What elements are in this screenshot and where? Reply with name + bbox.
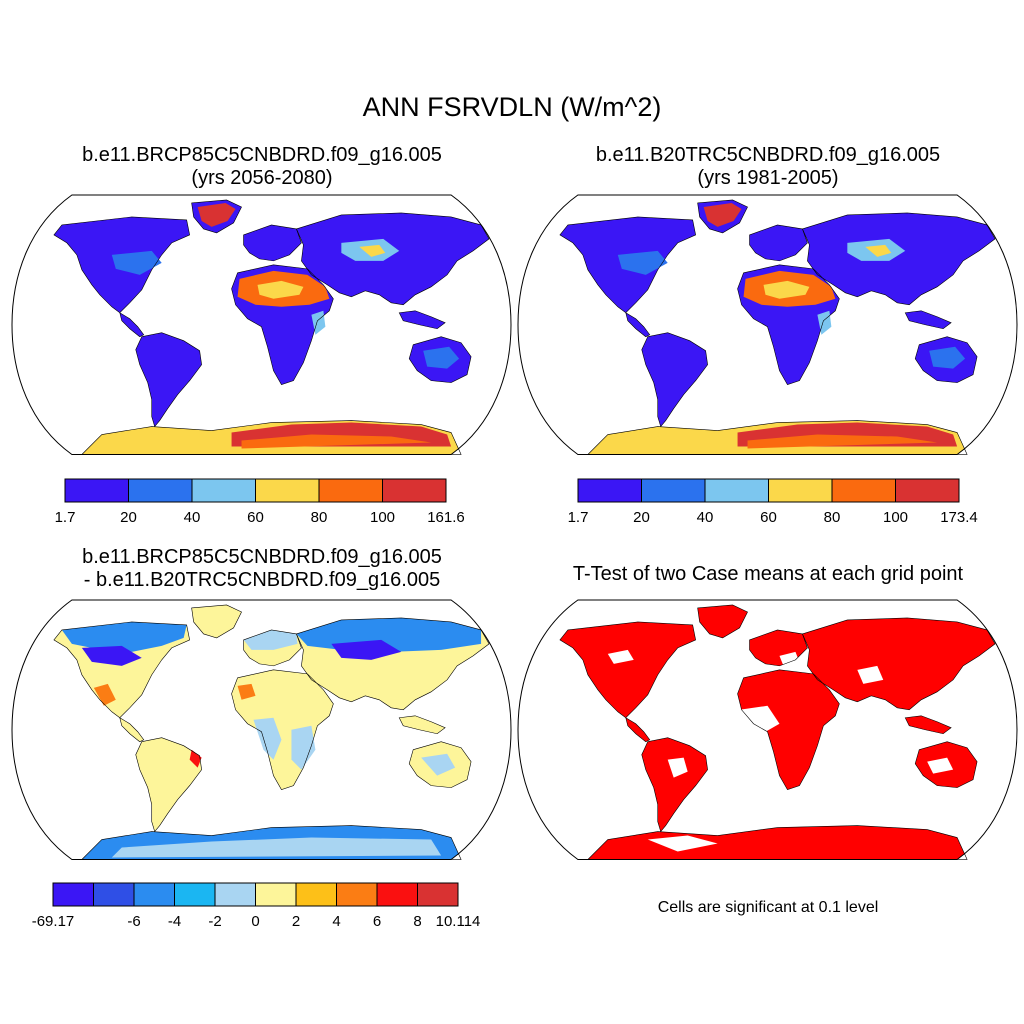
case2-title-line2: (yrs 1981-2005) (697, 167, 839, 189)
case2-colorbar-box (577, 478, 642, 503)
figure-title: ANN FSRVDLN (W/m^2) (362, 92, 662, 122)
case2-colorbar-tick-label: 173.4 (940, 509, 978, 526)
case1-colorbar-box (128, 478, 193, 503)
case1-colorbar-tick-label: 80 (311, 509, 328, 526)
case2-colorbar-tick-label: 80 (824, 509, 841, 526)
difference-colorbar-box (255, 882, 297, 907)
case1-colorbar-tick-label: 60 (247, 509, 264, 526)
difference-colorbar-tick-label: 10.114 (436, 913, 481, 930)
difference-colorbar-box (174, 882, 216, 907)
case2-colorbar-tick-label: 40 (697, 509, 714, 526)
case1-panel-title: b.e11.BRCP85C5CNBDRD.f09_g16.005 (yrs 20… (12, 144, 512, 190)
case2-colorbar-tick-label: 60 (760, 509, 777, 526)
case2-colorbar: 1.7 20 40 60 80 100 173.4 (568, 478, 978, 526)
difference-colorbar-tick-label: -69.17 (32, 913, 75, 930)
difference-colorbar-tick-label: 0 (251, 913, 259, 930)
difference-colorbar-box (214, 882, 256, 907)
case2-colorbar-box (895, 478, 960, 503)
case1-title-line1: b.e11.BRCP85C5CNBDRD.f09_g16.005 (82, 144, 442, 166)
difference-colorbar-tick-label: 4 (332, 913, 340, 930)
case2-map (517, 194, 1018, 455)
case2-colorbar-tick-label: 20 (633, 509, 650, 526)
difference-colorbar: -69.17 -6 -4 -2 0 2 4 6 8 10.114 (32, 882, 481, 930)
case1-map (11, 194, 512, 455)
difference-colorbar-tick-label: 8 (413, 913, 421, 930)
case1-colorbar-box (318, 478, 383, 503)
difference-title-line1: b.e11.BRCP85C5CNBDRD.f09_g16.005 (82, 546, 442, 568)
difference-colorbar-box (52, 882, 94, 907)
difference-colorbar-tick-label: 2 (292, 913, 300, 930)
significance-footnote: Cells are significant at 0.1 level (657, 899, 879, 916)
difference-colorbar-tick-label: -2 (208, 913, 221, 930)
case1-colorbar-tick-label: 161.6 (427, 509, 465, 526)
ttest-significance-map (517, 599, 1018, 860)
ttest-title-line1: T-Test of two Case means at each grid po… (572, 563, 964, 585)
case1-colorbar-box (191, 478, 256, 503)
case1-colorbar-box (64, 478, 129, 503)
case1-colorbar-tick-label: 100 (370, 509, 395, 526)
difference-colorbar-box (133, 882, 175, 907)
case2-title-line1: b.e11.B20TRC5CNBDRD.f09_g16.005 (595, 144, 941, 166)
case2-colorbar-tick-label: 100 (883, 509, 908, 526)
difference-colorbar-box (417, 882, 459, 907)
difference-colorbar-tick-label: -4 (168, 913, 181, 930)
difference-colorbar-box (336, 882, 378, 907)
case2-colorbar-box (704, 478, 769, 503)
case2-colorbar-box (641, 478, 706, 503)
case1-colorbar-tick-label: 40 (184, 509, 201, 526)
case1-colorbar-box (255, 478, 320, 503)
case2-colorbar-box (768, 478, 833, 503)
case1-colorbar-box (382, 478, 447, 503)
difference-map (11, 599, 512, 860)
case1-colorbar: 1.7 20 40 60 80 100 161.6 (55, 478, 465, 526)
difference-colorbar-box (93, 882, 135, 907)
case1-title-line2: (yrs 2056-2080) (191, 167, 333, 189)
case2-colorbar-tick-label: 1.7 (568, 509, 589, 526)
case2-colorbar-box (831, 478, 896, 503)
case1-colorbar-tick-label: 20 (120, 509, 137, 526)
ttest-panel-title: T-Test of two Case means at each grid po… (518, 563, 1018, 586)
difference-colorbar-box (295, 882, 337, 907)
difference-colorbar-box (376, 882, 418, 907)
difference-colorbar-tick-label: 6 (373, 913, 381, 930)
case2-panel-title: b.e11.B20TRC5CNBDRD.f09_g16.005 (yrs 198… (518, 144, 1018, 190)
difference-colorbar-tick-label: -6 (127, 913, 140, 930)
difference-panel-title: b.e11.BRCP85C5CNBDRD.f09_g16.005 - b.e11… (12, 546, 512, 592)
case1-colorbar-tick-label: 1.7 (55, 509, 76, 526)
difference-title-line2: - b.e11.B20TRC5CNBDRD.f09_g16.005 (83, 569, 441, 591)
